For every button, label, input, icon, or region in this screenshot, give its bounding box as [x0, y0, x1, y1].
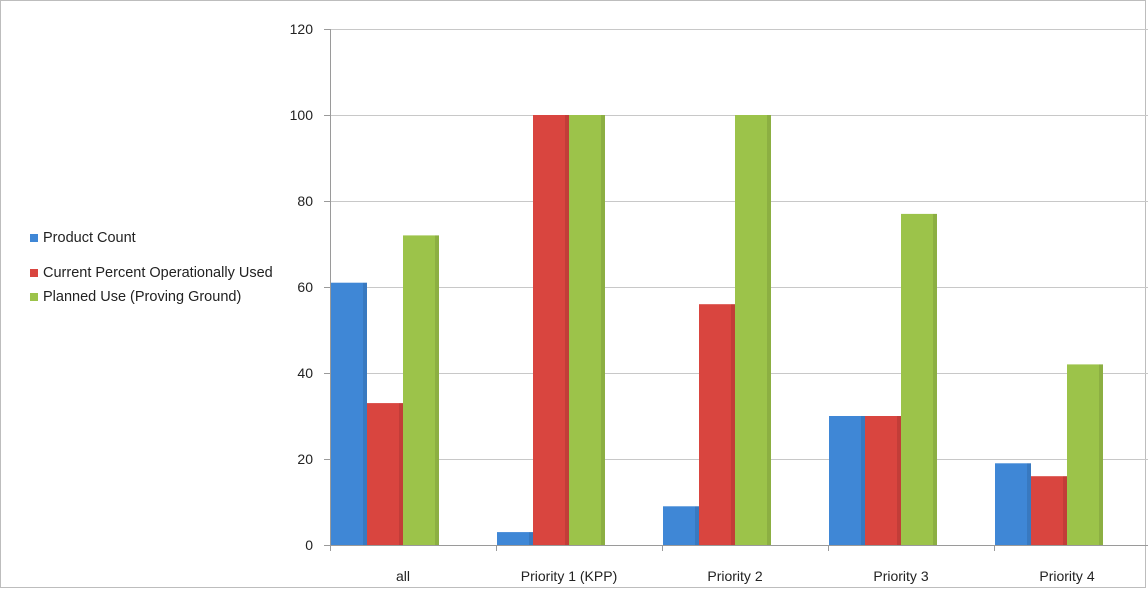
- x-tick-label: Priority 4: [1039, 568, 1094, 584]
- y-tick-label: 100: [290, 107, 314, 123]
- x-tick-label: Priority 2: [707, 568, 762, 584]
- bar-product-count: [331, 282, 367, 545]
- bar-product-count: [663, 506, 699, 545]
- legend-item-current-percent: Current Percent Operationally Used: [30, 263, 300, 283]
- y-tick-label: 60: [297, 279, 313, 295]
- bar-shade: [767, 115, 771, 545]
- bar-planned-use-proving-ground: [1067, 364, 1103, 545]
- bar-shade: [1099, 364, 1103, 545]
- bar-shade: [1027, 463, 1031, 545]
- legend-swatch: [30, 234, 38, 242]
- bar-planned-use-proving-ground: [735, 115, 771, 545]
- legend: Product Count Current Percent Operationa…: [30, 228, 300, 322]
- bars: [331, 115, 1103, 545]
- x-tick-label: Priority 3: [873, 568, 928, 584]
- bar-product-count: [995, 463, 1031, 545]
- bar-current-percent-operationally-used: [367, 403, 403, 545]
- bar-shade: [897, 416, 901, 545]
- y-tick-label: 120: [290, 21, 314, 37]
- bar-shade: [565, 115, 569, 545]
- bar-current-percent-operationally-used: [699, 304, 735, 545]
- y-tick-label: 40: [297, 365, 313, 381]
- legend-item-product-count: Product Count: [30, 228, 300, 248]
- y-tick-label: 80: [297, 193, 313, 209]
- bar-current-percent-operationally-used: [533, 115, 569, 545]
- bar-shade: [399, 403, 403, 545]
- bar-shade: [1063, 476, 1067, 545]
- bar-planned-use-proving-ground: [403, 235, 439, 545]
- bar-shade: [861, 416, 865, 545]
- bar-shade: [601, 115, 605, 545]
- bar-shade: [695, 506, 699, 545]
- x-tick-label: all: [396, 568, 410, 584]
- legend-swatch: [30, 269, 38, 277]
- bar-product-count: [497, 532, 533, 545]
- legend-label: Planned Use (Proving Ground): [43, 289, 242, 305]
- x-tick-labels: all Priority 1 (KPP) Priority 2 Priority 3 P…: [396, 568, 1095, 584]
- bar-planned-use-proving-ground: [569, 115, 605, 545]
- bar-current-percent-operationally-used: [865, 416, 901, 545]
- legend-label: Current Percent Operationally Used: [43, 265, 273, 281]
- bar-planned-use-proving-ground: [901, 213, 937, 545]
- y-tick-label: 20: [297, 451, 313, 467]
- bar-shade: [435, 235, 439, 545]
- bar-shade: [731, 304, 735, 545]
- bar-shade: [529, 532, 533, 545]
- y-tick-label: 0: [305, 537, 313, 553]
- legend-label: Product Count: [43, 230, 136, 246]
- bar-shade: [363, 282, 367, 545]
- bar-current-percent-operationally-used: [1031, 476, 1067, 545]
- y-tick-labels: 0 20 40 60 80 100 120: [290, 21, 314, 553]
- axes: [324, 29, 1148, 551]
- bar-shade: [933, 213, 937, 545]
- legend-item-planned-use: Planned Use (Proving Ground): [30, 287, 300, 307]
- bar-product-count: [829, 416, 865, 545]
- x-tick-label: Priority 1 (KPP): [521, 568, 617, 584]
- legend-swatch: [30, 293, 38, 301]
